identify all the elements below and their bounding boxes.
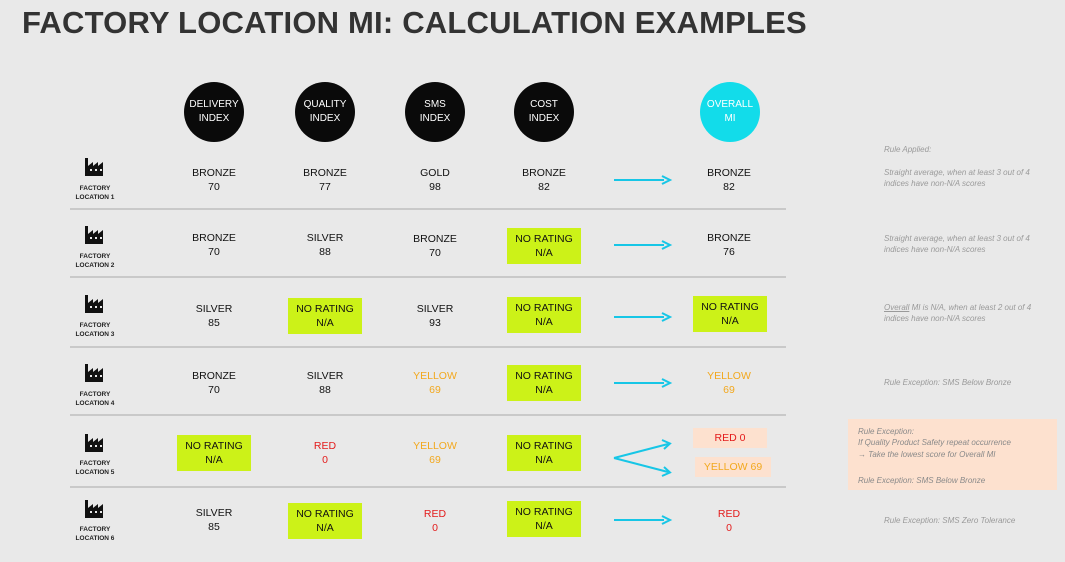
rule-exception-box: Rule Exception: If Quality Product Safet…	[848, 419, 1057, 490]
factory-location-label: FACTORY LOCATION 2	[75, 253, 115, 269]
factory-icon	[85, 295, 103, 313]
row5-quality: RED 0	[313, 440, 337, 466]
row5-delivery-no-rating: NO RATING N/A	[177, 435, 251, 471]
row2-cost-no-rating: NO RATING N/A	[507, 228, 581, 264]
note-row1: Straight average, when at least 3 out of…	[884, 168, 1030, 188]
row6-cost-no-rating: NO RATING N/A	[507, 501, 581, 537]
factory-icon	[85, 364, 103, 382]
factory-location-label: FACTORY LOCATION 1	[75, 185, 115, 201]
header-quality-index: QUALITY INDEX	[295, 82, 355, 142]
row3-cost-no-rating: NO RATING N/A	[507, 297, 581, 333]
row4-overall: YELLOW 69	[707, 370, 751, 396]
header-cost-index: COST INDEX	[514, 82, 574, 142]
row1-cost: BRONZE 82	[522, 167, 566, 193]
header-overall-mi: OVERALL MI	[700, 82, 760, 142]
row3-quality-no-rating: NO RATING N/A	[288, 298, 362, 334]
row-divider	[70, 486, 786, 488]
row4-delivery: BRONZE 70	[192, 370, 236, 396]
note-row5-line3: → Take the lowest score for Overall MI	[858, 450, 996, 459]
row-divider	[70, 346, 786, 348]
arrow-icon	[614, 175, 673, 185]
row1-sms: GOLD 98	[420, 167, 450, 193]
row1-overall: BRONZE 82	[707, 167, 751, 193]
note-row2: Straight average, when at least 3 out of…	[884, 234, 1030, 254]
factory-location-label: FACTORY LOCATION 4	[75, 391, 115, 407]
row2-quality: SILVER 88	[306, 232, 344, 258]
row6-delivery: SILVER 85	[195, 507, 233, 533]
row-divider	[70, 208, 786, 210]
factory-icon	[85, 226, 103, 244]
row3-sms: SILVER 93	[416, 303, 454, 329]
row2-sms: BRONZE 70	[413, 233, 457, 259]
factory-location-label: FACTORY LOCATION 3	[75, 322, 115, 338]
row2-delivery: BRONZE 70	[192, 232, 236, 258]
row6-quality-no-rating: NO RATING N/A	[288, 503, 362, 539]
factory-icon	[85, 434, 103, 452]
note-row4: Rule Exception: SMS Below Bronze	[884, 378, 1012, 387]
arrow-icon	[614, 378, 673, 388]
note-rule-applied: Rule Applied:	[884, 145, 932, 154]
arrow-icon	[614, 240, 673, 250]
header-sms-index: SMS INDEX	[405, 82, 465, 142]
row4-sms: YELLOW 69	[413, 370, 457, 396]
header-delivery-index: DELIVERY INDEX	[184, 82, 244, 142]
row6-sms: RED 0	[423, 508, 447, 534]
row3-overall-no-rating: NO RATING N/A	[693, 296, 767, 332]
arrow-icon	[614, 515, 673, 525]
row3-delivery: SILVER 85	[195, 303, 233, 329]
split-arrow-icon	[613, 439, 672, 477]
row1-quality: BRONZE 77	[303, 167, 347, 193]
row5-overall-yellow: YELLOW 69	[695, 457, 771, 477]
row-divider	[70, 414, 786, 416]
factory-location-label: FACTORY LOCATION 5	[75, 460, 115, 476]
note-row6: Rule Exception: SMS Zero Tolerance	[884, 516, 1016, 525]
note-row3-text: MI is N/A, when at least 2 out of 4 indi…	[884, 303, 1032, 323]
arrow-icon	[614, 312, 673, 322]
note-row3-underlined: Overall	[884, 303, 910, 312]
note-row3: Overall MI is N/A, when at least 2 out o…	[884, 302, 1056, 324]
row5-overall-red: RED 0	[693, 428, 767, 448]
row5-sms: YELLOW 69	[413, 440, 457, 466]
note-row5-line1: Rule Exception:	[858, 427, 915, 436]
factory-icon	[85, 158, 103, 176]
note-row5-line2: If Quality Product Safety repeat occurre…	[858, 438, 1011, 447]
row-divider	[70, 276, 786, 278]
factory-icon	[85, 500, 103, 518]
factory-location-label: FACTORY LOCATION 6	[75, 526, 115, 542]
page-title: FACTORY LOCATION MI: CALCULATION EXAMPLE…	[22, 5, 807, 40]
row4-quality: SILVER 88	[306, 370, 344, 396]
row6-overall: RED 0	[717, 508, 741, 534]
note-row5-line4: Rule Exception: SMS Below Bronze	[858, 476, 986, 485]
row4-cost-no-rating: NO RATING N/A	[507, 365, 581, 401]
row5-cost-no-rating: NO RATING N/A	[507, 435, 581, 471]
row1-delivery: BRONZE 70	[192, 167, 236, 193]
row2-overall: BRONZE 76	[707, 232, 751, 258]
